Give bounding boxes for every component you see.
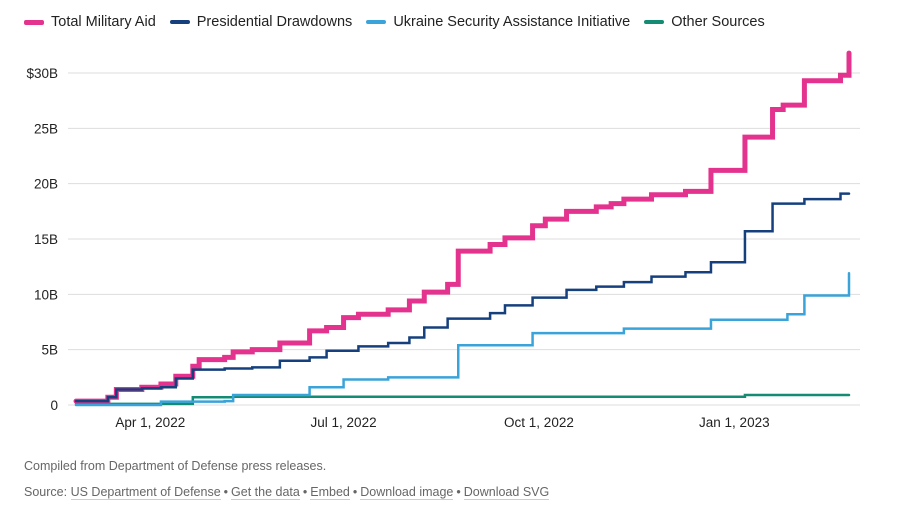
legend-item-other-sources[interactable]: Other Sources bbox=[644, 14, 765, 30]
legend-swatch bbox=[169, 20, 190, 24]
y-tick-label: 10B bbox=[34, 287, 58, 302]
legend-item-usai[interactable]: Ukraine Security Assistance Initiative bbox=[366, 14, 630, 30]
step-line-chart: 0 5B 10B 15B 20B 25B $30B Apr 1, 2022 Jul 1, 20… bbox=[26, 50, 860, 430]
chart-note: Compiled from Department of Defense pres… bbox=[24, 459, 327, 473]
separator: • bbox=[302, 485, 308, 499]
x-tick-label: Jul 1, 2022 bbox=[311, 415, 377, 430]
separator: • bbox=[456, 485, 461, 499]
y-tick-label: 25B bbox=[34, 121, 58, 136]
legend-label: Total Military Aid bbox=[51, 14, 156, 30]
legend-label: Ukraine Security Assistance Initiative bbox=[393, 14, 631, 30]
y-axis: 0 5B 10B 15B 20B 25B $30B bbox=[26, 66, 58, 413]
link-download-image[interactable]: Download image bbox=[360, 485, 454, 500]
y-tick-label: 5B bbox=[41, 343, 58, 358]
y-tick-label: 0 bbox=[50, 398, 58, 413]
legend-swatch bbox=[24, 19, 44, 25]
separator: • bbox=[352, 485, 358, 499]
chart-legend: Total Military Aid Presidential Drawdown… bbox=[24, 14, 765, 30]
source-label: Source: bbox=[24, 485, 68, 499]
link-get-the-data[interactable]: Get the data bbox=[231, 485, 300, 500]
legend-swatch bbox=[644, 20, 665, 24]
link-download-svg[interactable]: Download SVG bbox=[463, 485, 550, 500]
series-line-total-military-aid bbox=[73, 50, 852, 404]
link-us-dod[interactable]: US Department of Defense bbox=[70, 485, 221, 500]
gridlines bbox=[68, 72, 860, 406]
y-tick-label: $30B bbox=[26, 66, 58, 81]
series-line-ukraine-security-assistance-initiative bbox=[74, 272, 851, 407]
legend-label: Other Sources bbox=[671, 14, 765, 30]
legend-swatch bbox=[366, 20, 387, 24]
x-tick-label: Apr 1, 2022 bbox=[115, 415, 185, 430]
x-tick-label: Jan 1, 2023 bbox=[699, 415, 770, 430]
series-line-presidential-drawdowns bbox=[74, 192, 851, 403]
y-tick-label: 20B bbox=[34, 177, 58, 192]
y-tick-label: 15B bbox=[34, 232, 58, 247]
series-lines bbox=[73, 50, 852, 407]
legend-label: Presidential Drawdowns bbox=[196, 14, 353, 30]
separator: • bbox=[223, 485, 229, 499]
legend-item-total-military-aid[interactable]: Total Military Aid bbox=[24, 14, 156, 30]
source-line: Source: US Department of Defense • Get the… bbox=[24, 485, 550, 500]
x-tick-label: Oct 1, 2022 bbox=[504, 415, 574, 430]
link-embed[interactable]: Embed bbox=[310, 485, 350, 500]
legend-item-presidential-drawdowns[interactable]: Presidential Drawdowns bbox=[169, 14, 353, 30]
x-axis: Apr 1, 2022 Jul 1, 2022 Oct 1, 2022 Jan 1, … bbox=[115, 415, 769, 430]
